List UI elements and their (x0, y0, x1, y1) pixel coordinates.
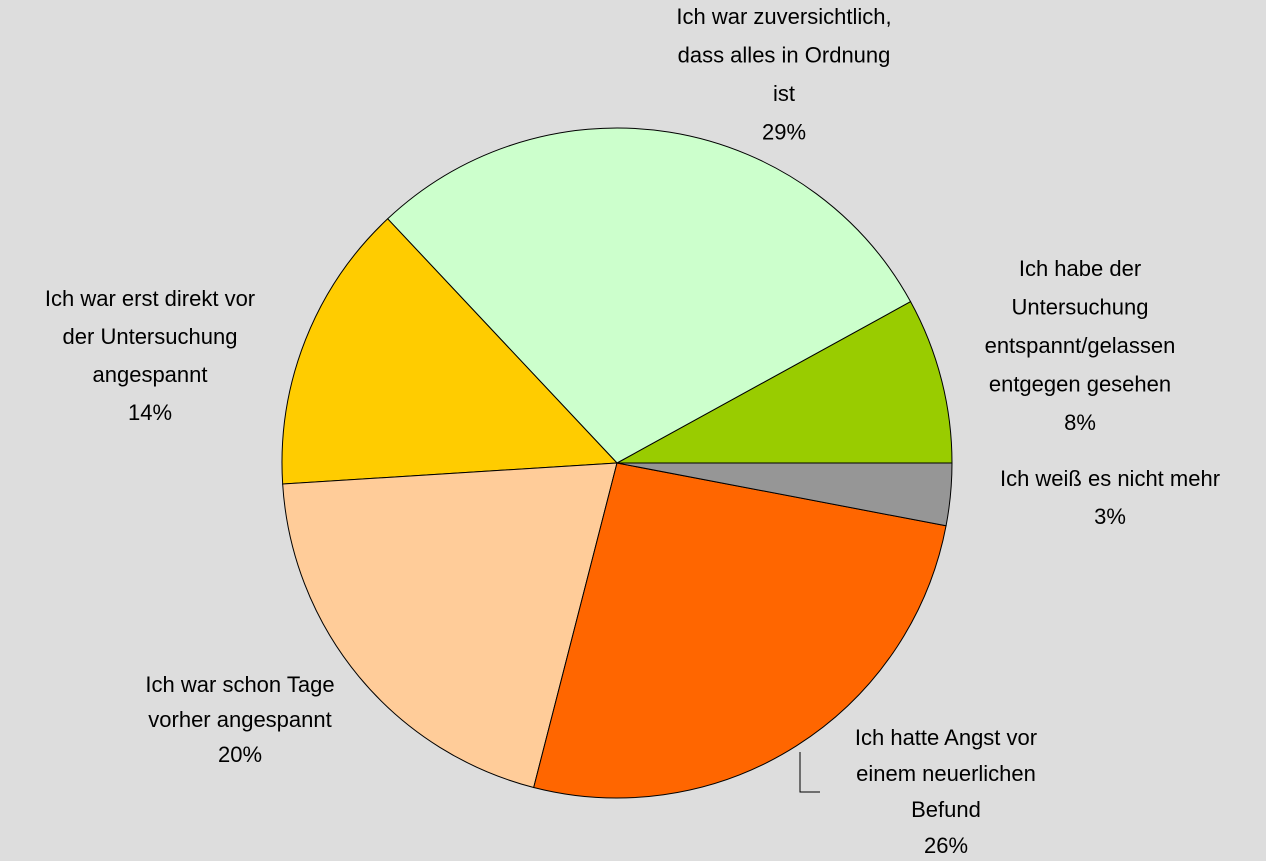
value-label: 20% (218, 742, 262, 767)
pie-slice (282, 462, 618, 789)
value-label: 3% (1094, 504, 1126, 529)
value-label: 14% (128, 400, 172, 425)
slice-label: Ich hatte Angst vor (855, 725, 1037, 750)
leader-line (799, 752, 820, 793)
slice-label: angespannt (93, 362, 208, 387)
slice-label: Ich habe der (1019, 256, 1141, 281)
value-label: 29% (762, 119, 806, 144)
slice-label: vorher angespannt (148, 707, 331, 732)
slice-label: Ich weiß es nicht mehr (1000, 466, 1220, 491)
slice-label: entgegen gesehen (989, 371, 1171, 396)
slice-label: Ich war schon Tage (145, 672, 334, 697)
slice-label: Untersuchung (1012, 294, 1149, 319)
slice-label: dass alles in Ordnung (678, 42, 891, 67)
slice-label: entspannt/gelassen (985, 333, 1176, 358)
value-label: 26% (924, 833, 968, 858)
pie-slice (386, 127, 912, 464)
slice-label: Ich war zuversichtlich, (676, 4, 891, 29)
slice-label: Ich war erst direkt vor (45, 286, 255, 311)
pie-slice (616, 462, 953, 527)
slice-label: Befund (911, 797, 981, 822)
slice-label: ist (773, 81, 795, 106)
slice-label: der Untersuchung (63, 324, 238, 349)
pie-slice (616, 300, 953, 464)
slice-label: einem neuerlichen (856, 761, 1036, 786)
pie-slice (281, 218, 619, 485)
value-label: 8% (1064, 410, 1096, 435)
pie-slice (533, 462, 947, 799)
